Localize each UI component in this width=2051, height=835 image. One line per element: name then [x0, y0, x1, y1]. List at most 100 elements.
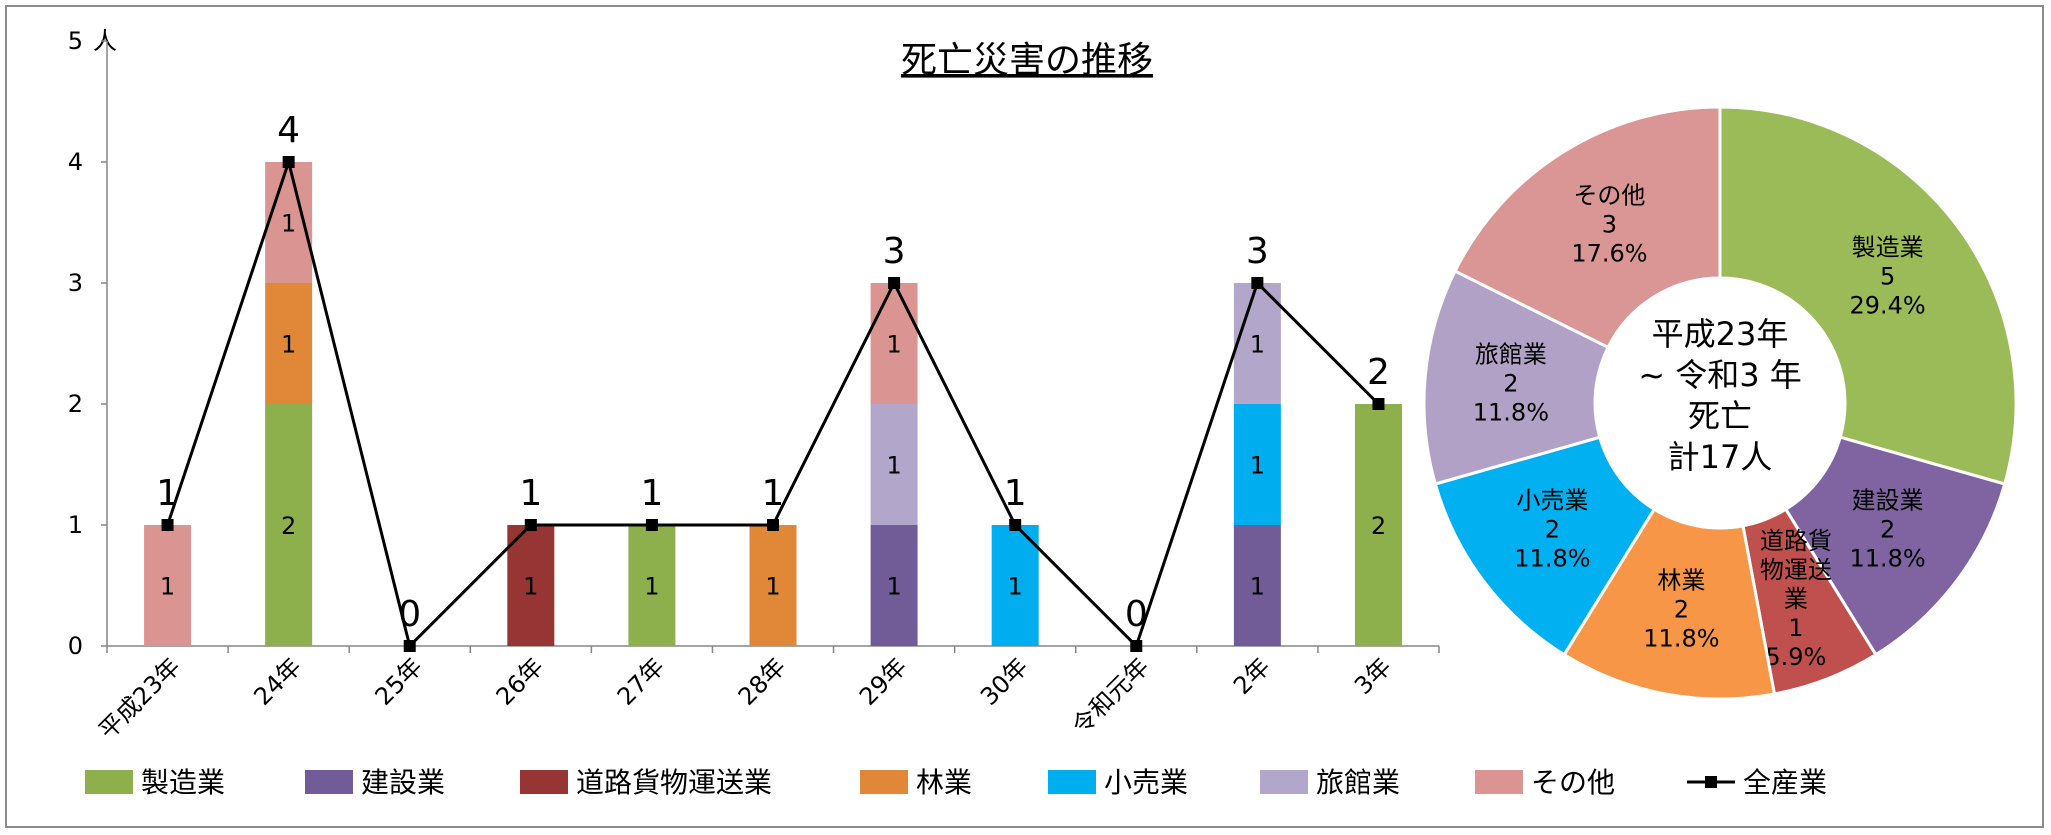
- bar-segment: [1354, 404, 1402, 646]
- y-tick-label: 2: [68, 390, 83, 418]
- total-point: [524, 519, 537, 531]
- total-label: 1: [640, 473, 663, 514]
- total-point: [888, 277, 901, 289]
- pie-slice-label: 道路貨物運送業 1 5.9%: [1760, 527, 1832, 671]
- pie-slice-label: 製造業 5 29.4%: [1849, 233, 1925, 319]
- legend-swatch: [1260, 770, 1308, 794]
- bar-segment-label: 1: [1250, 452, 1265, 480]
- pie-slice: [1422, 269, 1611, 486]
- bar-segment-label: 1: [281, 331, 296, 359]
- total-point: [1130, 640, 1143, 652]
- x-tick-label: 25年: [370, 652, 428, 710]
- total-label: 1: [1004, 473, 1027, 514]
- legend-swatch: [520, 770, 568, 794]
- y-tick-label: 5: [68, 27, 83, 55]
- bar-segment-label: 1: [281, 210, 296, 238]
- pie-slice-label: 林業 2 11.8%: [1643, 566, 1719, 652]
- bar-segment-label: 1: [886, 331, 901, 359]
- chart-title: 死亡災害の推移: [901, 40, 1153, 81]
- pie-slice: [1783, 435, 2007, 657]
- legend-label: 旅館業: [1316, 766, 1400, 799]
- bar-segment-label: 1: [1250, 573, 1265, 601]
- legend-swatch: [85, 770, 133, 794]
- total-label: 1: [519, 473, 542, 514]
- legend-label: 製造業: [141, 766, 225, 799]
- total-label: 1: [762, 473, 785, 514]
- total-point: [645, 519, 658, 531]
- bar-segment: [1233, 404, 1281, 525]
- x-tick-label: 令和元年: [1067, 652, 1155, 740]
- bar-segment: [1233, 525, 1281, 646]
- bar-segment-label: 1: [886, 452, 901, 480]
- x-tick-label: 30年: [975, 652, 1033, 710]
- bar-segment: [749, 525, 797, 646]
- total-label: 3: [1246, 231, 1269, 272]
- total-point: [403, 640, 416, 652]
- bar-segment: [870, 283, 918, 404]
- pie-slice: [1562, 507, 1777, 701]
- legend-swatch: [1048, 770, 1096, 794]
- total-label: 4: [277, 110, 300, 151]
- total-label: 3: [883, 231, 906, 272]
- total-label: 0: [398, 594, 421, 635]
- total-point: [1372, 398, 1385, 410]
- legend-swatch: [860, 770, 908, 794]
- total-point: [161, 519, 174, 531]
- legend-label: その他: [1531, 766, 1615, 799]
- bar-segment-label: 1: [886, 573, 901, 601]
- bar-segment: [628, 525, 676, 646]
- x-tick-label: 26年: [491, 652, 549, 710]
- bar-segment-label: 2: [1371, 512, 1386, 540]
- pie-slice: [1718, 105, 2018, 486]
- legend-label: 全産業: [1743, 766, 1827, 799]
- bar-segment-label: 1: [644, 573, 659, 601]
- x-tick-label: 28年: [733, 652, 791, 710]
- bar-segment: [870, 404, 918, 525]
- y-tick-label: 1: [68, 511, 83, 539]
- x-tick-label: 27年: [612, 652, 670, 710]
- legend-label: 小売業: [1104, 766, 1188, 799]
- total-label: 2: [1367, 352, 1390, 393]
- total-label: 1: [156, 473, 179, 514]
- total-point: [767, 519, 779, 531]
- pie-center-text: 平成23年~ 令和3 年死亡計17人: [1638, 315, 1802, 476]
- bar-segment-label: 1: [160, 573, 175, 601]
- bar-segment-label: 1: [523, 573, 538, 601]
- bar-segment: [1233, 283, 1281, 404]
- chart-frame: 死亡災害の推移 人 0 1 2 3 4 5 平成23年 24年 25年 26年 27年 28年 29年 3…: [5, 5, 2044, 828]
- bar-segment-label: 1: [1250, 331, 1265, 359]
- bar-segment: [265, 283, 313, 404]
- bar-segment: [265, 404, 313, 646]
- bar-segment: [507, 525, 555, 646]
- pie-slice-label: その他 3 17.6%: [1571, 181, 1647, 267]
- x-tick-label: 3年: [1349, 652, 1397, 700]
- bar-segment-label: 2: [281, 512, 296, 540]
- legend-swatch: [305, 770, 353, 794]
- legend-swatch: [1475, 770, 1523, 794]
- legend-label: 林業: [916, 766, 972, 799]
- x-tick-label: 平成23年: [93, 652, 185, 744]
- pie-slice-label: 小売業 2 11.8%: [1514, 487, 1590, 573]
- pie-slice: [1453, 105, 1722, 350]
- y-tick-label: 0: [68, 632, 83, 660]
- legend-label: 建設業: [361, 766, 445, 799]
- bar-segment-label: 1: [765, 573, 780, 601]
- pie-slice-label: 旅館業 2 11.8%: [1473, 341, 1549, 427]
- y-tick-label: 3: [68, 269, 83, 297]
- legend-label: 道路貨物運送業: [576, 766, 772, 799]
- total-label: 0: [1125, 594, 1148, 635]
- bar-segment: [870, 525, 918, 646]
- y-tick-label: 4: [68, 148, 83, 176]
- pie-slice: [1433, 435, 1657, 657]
- bar-segment: [144, 525, 192, 646]
- x-tick-label: 29年: [854, 652, 912, 710]
- total-point: [1009, 519, 1022, 531]
- x-tick-label: 2年: [1228, 652, 1276, 700]
- total-point: [282, 156, 295, 168]
- legend-line-point: [1705, 776, 1717, 788]
- bar-segment: [991, 525, 1039, 646]
- pie-slice-label: 建設業 2 11.8%: [1849, 487, 1925, 573]
- bar-segment-label: 1: [1008, 573, 1023, 601]
- total-point: [1251, 277, 1264, 289]
